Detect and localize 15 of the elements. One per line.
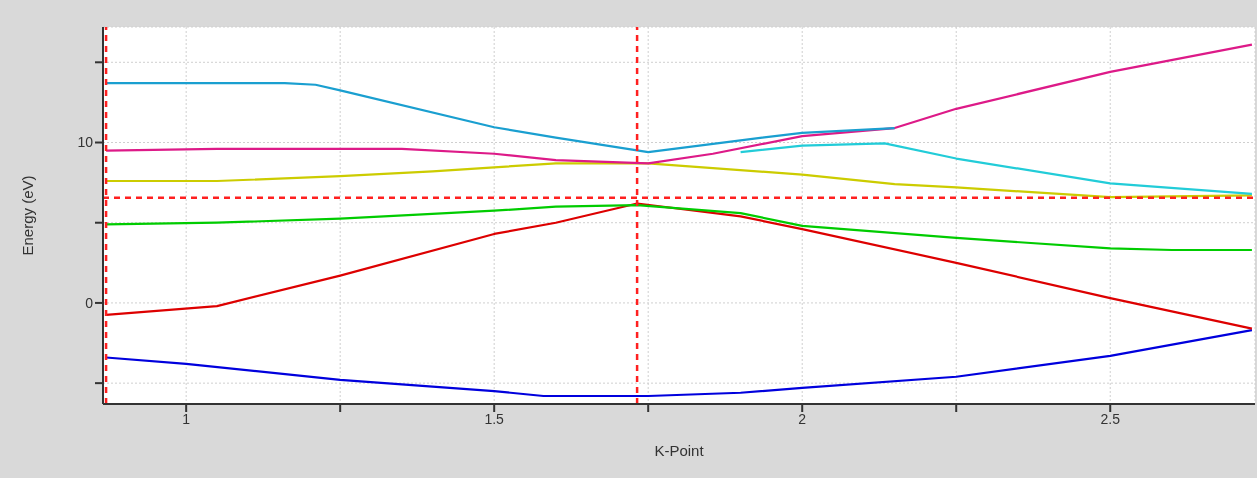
line-series [104, 329, 1254, 398]
x-tick-label: 2.5 [1100, 410, 1121, 427]
line-series [104, 203, 1254, 252]
line-series [104, 162, 1254, 199]
x-axis-title: K-Point [654, 442, 705, 459]
x-tick-label: 1.5 [484, 410, 505, 427]
y-tick-label: 0 [85, 294, 94, 311]
x-tick-label: 2 [798, 410, 807, 427]
y-tick-label: 10 [77, 134, 94, 151]
line-series [104, 82, 896, 154]
x-tick-label: 1 [182, 410, 191, 427]
line-series [104, 202, 1254, 330]
line-series [104, 43, 1254, 165]
line-series [739, 142, 1254, 195]
y-axis-title: Energy (eV) [19, 175, 37, 256]
